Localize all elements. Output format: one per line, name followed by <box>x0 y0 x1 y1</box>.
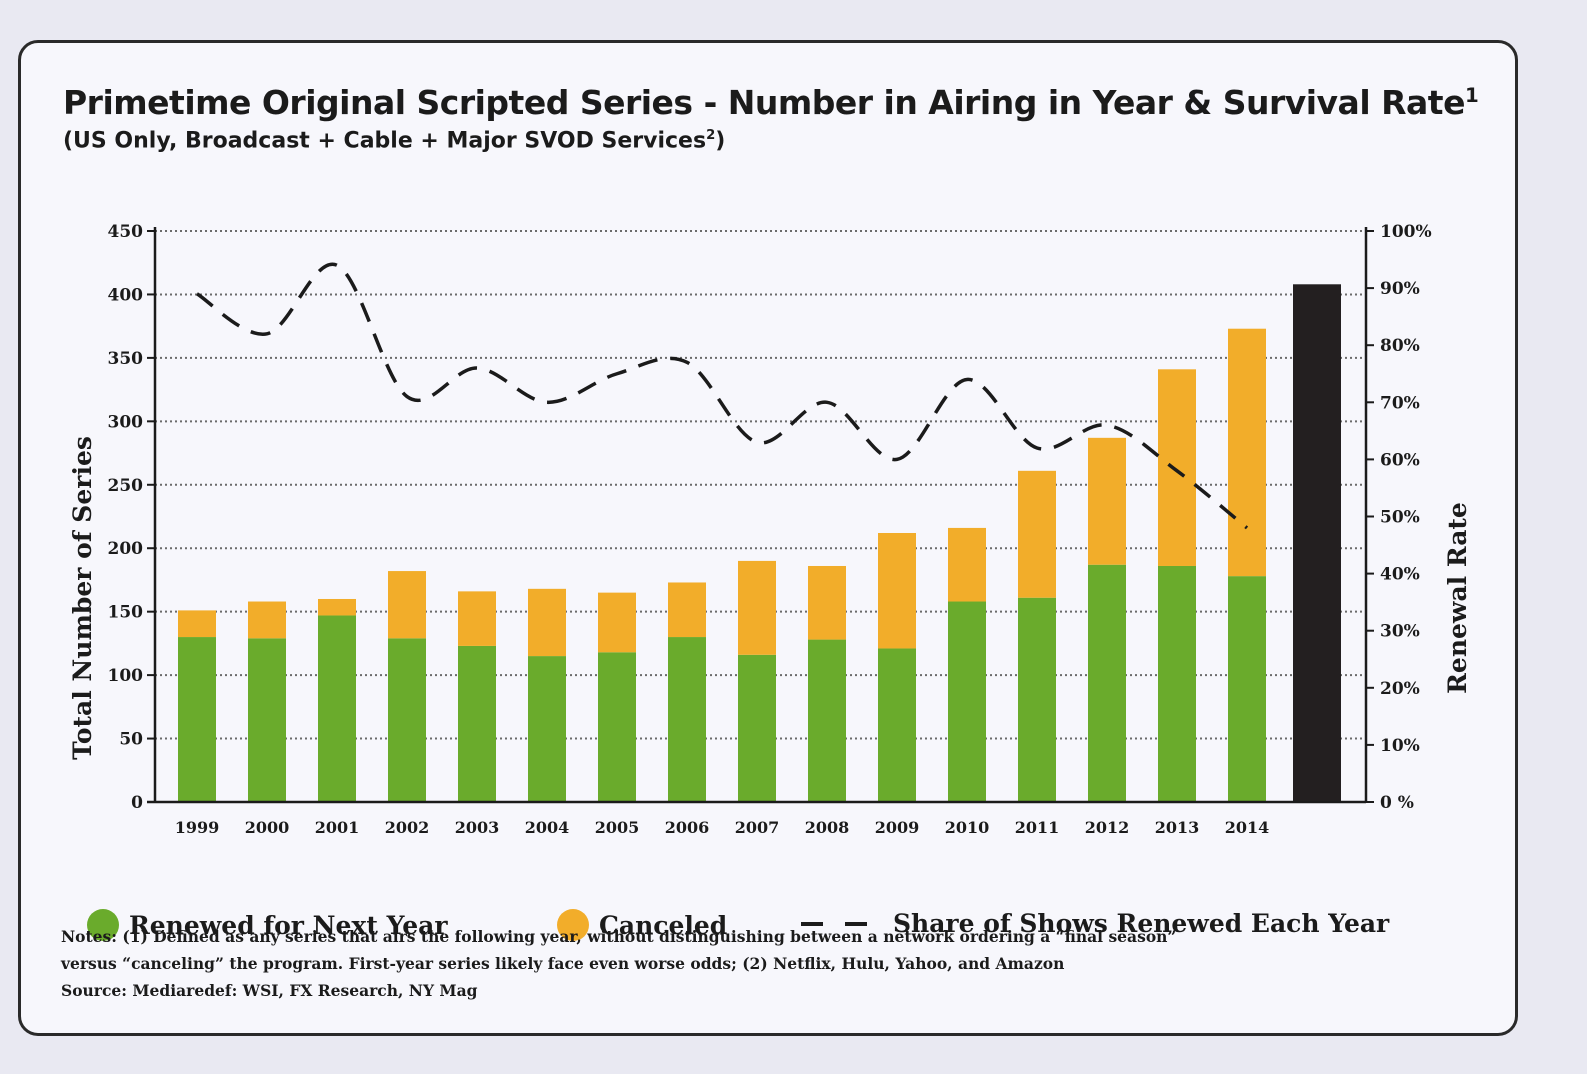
y2-tick-label: 60% <box>1380 450 1420 470</box>
y-tick-label: 350 <box>108 349 144 369</box>
y2-tick-label: 80% <box>1380 336 1420 356</box>
bar-canceled <box>528 588 566 657</box>
x-tick-label: 2012 <box>1085 818 1130 837</box>
bar-canceled <box>458 591 496 646</box>
legend-share-swatch <box>801 921 867 926</box>
bar-canceled <box>1158 369 1196 566</box>
bar-renewed <box>808 639 846 802</box>
bar-canceled <box>1088 437 1126 565</box>
legend-share-label: Share of Shows Renewed Each Year <box>893 909 1390 938</box>
tick-labels: 0 50 100 150 200 250 300 350 400 450 0 % 10% 20% 30% 4… <box>108 222 1432 837</box>
y-tick-label: 150 <box>108 603 144 623</box>
bar-renewed <box>458 645 496 802</box>
y2-tick-label: 90% <box>1380 279 1420 299</box>
y-tick-label: 400 <box>108 285 144 305</box>
bar-canceled <box>1228 328 1266 577</box>
bar-renewed <box>178 637 216 802</box>
y2-tick-label: 30% <box>1380 622 1420 642</box>
bar-renewed <box>318 615 356 802</box>
bar-canceled <box>318 598 356 616</box>
bar-renewed <box>878 648 916 802</box>
bar-extra <box>1293 284 1341 802</box>
legend-renewed: Renewed for Next Year <box>87 909 448 941</box>
y-tick-label: 250 <box>108 476 144 496</box>
x-tick-label: 2005 <box>595 818 640 837</box>
notes: Notes: (1) Defined as any series that ai… <box>61 923 1481 1004</box>
bar-canceled <box>598 592 636 653</box>
legend-canceled-label: Canceled <box>599 910 728 940</box>
bar-canceled <box>808 565 846 640</box>
legend-canceled-swatch <box>557 909 589 941</box>
y2-tick-label: 50% <box>1380 508 1420 528</box>
legend-share: Share of Shows Renewed Each Year <box>801 909 1389 938</box>
bar-canceled <box>948 527 986 602</box>
y-tick-label: 300 <box>108 412 144 432</box>
x-tick-label: 2001 <box>315 818 360 837</box>
legend: Renewed for Next Year Canceled Share of … <box>87 909 1487 949</box>
y-tick-label: 100 <box>108 666 144 686</box>
bar-renewed <box>1088 564 1126 802</box>
renewal-rate-path <box>196 262 1249 530</box>
notes-line-1: Notes: (1) Defined as any series that ai… <box>61 927 1177 946</box>
legend-renewed-label: Renewed for Next Year <box>129 910 448 940</box>
bar-canceled <box>1018 470 1056 598</box>
bars <box>178 284 1341 802</box>
chart-card: Primetime Original Scripted Series - Num… <box>18 40 1518 1036</box>
chart-plot: 0 50 100 150 200 250 300 350 400 450 0 % 10% 20% 30% 4… <box>68 222 1472 837</box>
y2-tick-label: 40% <box>1380 565 1420 585</box>
y-tick-label: 50 <box>119 730 143 750</box>
y2-axis-label: Renewal Rate <box>1443 502 1472 694</box>
notes-source: Source: Mediaredef: WSI, FX Research, NY… <box>61 981 478 1000</box>
bar-canceled <box>668 582 706 638</box>
bar-canceled <box>388 571 426 639</box>
bar-renewed <box>1158 565 1196 802</box>
x-tick-label: 2007 <box>735 818 780 837</box>
y-axis-label: Total Number of Series <box>68 436 97 760</box>
x-tick-label: 2014 <box>1225 818 1270 837</box>
x-tick-label: 2002 <box>385 818 430 837</box>
notes-line-2: versus “canceling” the program. First-ye… <box>61 954 1065 973</box>
bar-renewed <box>948 601 986 802</box>
x-tick-label: 2011 <box>1015 818 1060 837</box>
bar-renewed <box>1228 576 1266 802</box>
y-tick-label: 200 <box>108 539 144 559</box>
chart-subtitle: (US Only, Broadcast + Cable + Major SVOD… <box>63 128 726 154</box>
y2-tick-label: 0 % <box>1380 793 1414 813</box>
axes <box>147 227 1374 804</box>
y2-tick-label: 70% <box>1380 393 1420 413</box>
x-tick-label: 2010 <box>945 818 990 837</box>
x-tick-label: 2004 <box>525 818 570 837</box>
bar-renewed <box>738 654 776 802</box>
bar-renewed <box>528 656 566 802</box>
bar-renewed <box>1018 597 1056 802</box>
bar-renewed <box>668 637 706 802</box>
bar-canceled <box>738 560 776 655</box>
y-tick-label: 450 <box>108 222 144 242</box>
legend-canceled: Canceled <box>557 909 727 941</box>
y2-tick-label: 20% <box>1380 679 1420 699</box>
bar-canceled <box>178 610 216 638</box>
x-tick-label: 2006 <box>665 818 710 837</box>
renewal-rate-line <box>196 262 1249 530</box>
x-tick-label: 2013 <box>1155 818 1200 837</box>
bar-renewed <box>598 652 636 802</box>
y2-tick-label: 100% <box>1380 222 1432 242</box>
y2-tick-label: 10% <box>1380 736 1420 756</box>
y-tick-label: 0 <box>131 793 143 813</box>
x-tick-label: 2008 <box>805 818 850 837</box>
x-tick-label: 2000 <box>245 818 290 837</box>
legend-renewed-swatch <box>87 909 119 941</box>
chart-title: Primetime Original Scripted Series - Num… <box>63 83 1479 122</box>
bar-renewed <box>388 638 426 802</box>
x-tick-label: 2009 <box>875 818 920 837</box>
bar-renewed <box>248 638 286 802</box>
bar-canceled <box>248 601 286 639</box>
x-tick-label: 2003 <box>455 818 500 837</box>
x-tick-label: 1999 <box>175 818 220 837</box>
bar-canceled <box>878 532 916 649</box>
